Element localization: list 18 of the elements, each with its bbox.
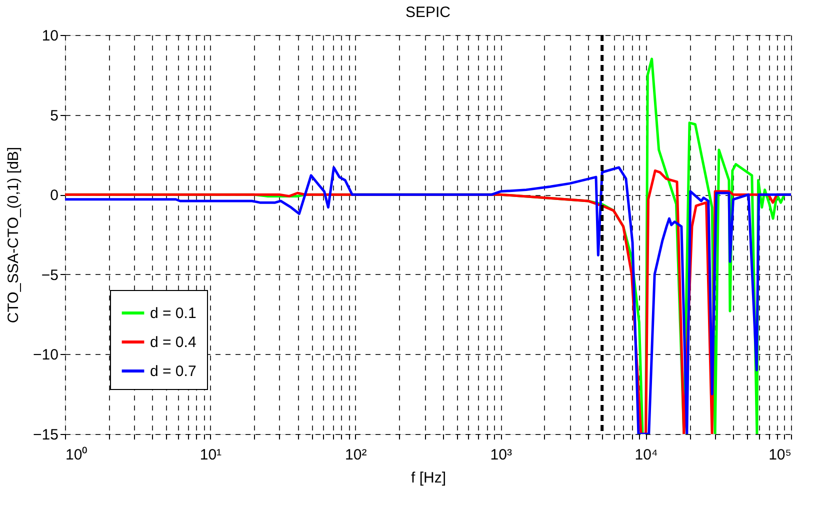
legend-label: d = 0.4 bbox=[150, 334, 196, 351]
x-tick-label: 10⁵ bbox=[768, 446, 792, 464]
legend-label: d = 0.1 bbox=[150, 305, 196, 322]
x-tick-label: 10² bbox=[345, 446, 367, 464]
y-axis-title: CTO_SSA-CTO_(0,1) [dB] bbox=[5, 146, 22, 324]
y-tick-label: −5 bbox=[41, 266, 58, 284]
x-tick-label: 10⁴ bbox=[634, 446, 658, 464]
y-tick-label: 10 bbox=[42, 28, 58, 44]
legend-label: d = 0.7 bbox=[150, 363, 196, 380]
y-tick-label: −15 bbox=[33, 426, 58, 444]
y-tick-label: 0 bbox=[50, 187, 58, 204]
y-tick-label: −10 bbox=[33, 346, 58, 364]
chart-title: SEPIC bbox=[405, 4, 451, 21]
y-tick-label: 5 bbox=[50, 107, 58, 124]
x-axis-title: f [Hz] bbox=[410, 470, 446, 486]
x-tick-label: 10⁰ bbox=[66, 446, 88, 464]
x-tick-label: 10¹ bbox=[200, 446, 222, 464]
x-tick-label: 10³ bbox=[490, 446, 512, 464]
